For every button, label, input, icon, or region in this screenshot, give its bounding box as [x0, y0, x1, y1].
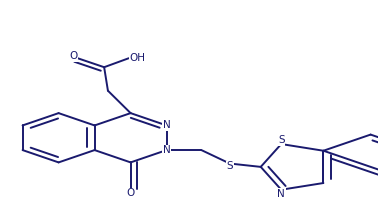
Text: OH: OH	[129, 53, 145, 62]
Text: N: N	[163, 145, 170, 155]
Text: N: N	[277, 189, 285, 199]
Text: S: S	[278, 136, 285, 145]
Text: O: O	[127, 188, 135, 198]
Text: O: O	[69, 51, 77, 61]
Text: N: N	[163, 121, 170, 130]
Text: S: S	[226, 161, 233, 171]
